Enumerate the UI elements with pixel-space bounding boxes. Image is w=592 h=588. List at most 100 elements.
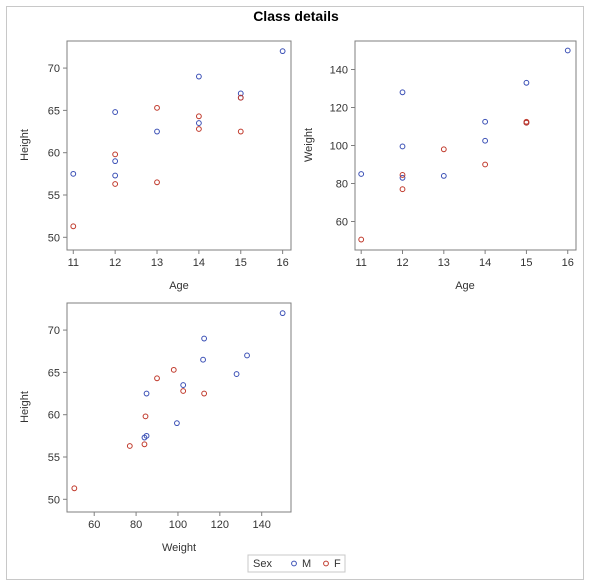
x-tick-label: 13 bbox=[151, 257, 163, 269]
point-F bbox=[142, 413, 149, 420]
point-M bbox=[440, 173, 447, 179]
point-F bbox=[399, 172, 406, 178]
x-axis-title: Age bbox=[455, 280, 475, 292]
scatter-panel-1: 11 12 13 14 15 16 50 55 60 65 70 Age Height bbox=[19, 40, 292, 292]
point-M bbox=[244, 352, 250, 359]
point-M bbox=[154, 128, 160, 135]
x-tick-label: 14 bbox=[479, 257, 491, 269]
point-F bbox=[237, 94, 244, 101]
point-F bbox=[126, 443, 133, 449]
point-M bbox=[233, 371, 240, 377]
x-tick-label: 100 bbox=[169, 519, 187, 531]
y-axis-title: Height bbox=[19, 391, 31, 423]
figure-frame bbox=[6, 6, 584, 580]
x-axis-title: Weight bbox=[162, 542, 196, 554]
point-M bbox=[399, 143, 406, 150]
point-M bbox=[279, 310, 286, 317]
point-F bbox=[170, 366, 177, 373]
y-tick-label: 50 bbox=[48, 494, 60, 506]
y-tick-label: 65 bbox=[48, 105, 60, 117]
y-tick-label: 100 bbox=[330, 141, 348, 153]
point-F bbox=[154, 179, 160, 186]
legend-label-M: M bbox=[302, 558, 311, 570]
point-F bbox=[70, 223, 77, 230]
plot-area-frame bbox=[66, 40, 292, 251]
y-tick-label: 60 bbox=[336, 217, 348, 229]
x-axis-title: Age bbox=[169, 280, 189, 292]
y-tick-label: 70 bbox=[48, 63, 60, 75]
point-M bbox=[70, 170, 77, 177]
point-M bbox=[279, 48, 286, 55]
figure-title: Class details bbox=[253, 8, 339, 24]
x-tick-label: 11 bbox=[355, 257, 366, 269]
legend-marker-F bbox=[323, 560, 329, 567]
point-M bbox=[174, 420, 180, 427]
point-M bbox=[237, 90, 244, 97]
point-F bbox=[112, 151, 119, 158]
x-tick-label: 120 bbox=[211, 519, 229, 531]
point-F bbox=[358, 236, 365, 243]
y-tick-label: 120 bbox=[330, 103, 348, 115]
y-tick-label: 55 bbox=[48, 452, 60, 464]
x-tick-label: 12 bbox=[109, 257, 121, 269]
x-tick-label: 140 bbox=[253, 519, 271, 531]
point-M bbox=[180, 382, 187, 388]
point-M bbox=[112, 109, 119, 115]
point-M bbox=[523, 79, 530, 86]
plot-area-frame bbox=[354, 40, 577, 251]
point-M bbox=[482, 137, 489, 144]
point-M bbox=[143, 390, 150, 397]
y-tick-label: 60 bbox=[48, 148, 60, 160]
y-tick-label: 50 bbox=[48, 232, 60, 244]
y-axis-title: Height bbox=[19, 129, 31, 161]
point-M bbox=[112, 158, 119, 165]
point-F bbox=[195, 126, 202, 132]
point-F bbox=[201, 390, 208, 397]
point-M bbox=[195, 120, 202, 126]
x-tick-label: 15 bbox=[235, 257, 247, 269]
point-F bbox=[180, 388, 187, 394]
y-tick-label: 80 bbox=[336, 179, 348, 191]
scatter-panel-3: 60 80 100 120 140 50 55 60 65 70 Weight Height bbox=[19, 302, 292, 554]
point-F bbox=[112, 181, 119, 187]
point-M bbox=[200, 356, 206, 363]
legend-marker-M bbox=[291, 560, 297, 567]
point-F bbox=[71, 485, 78, 492]
point-F bbox=[523, 119, 530, 126]
x-tick-label: 11 bbox=[68, 257, 79, 269]
point-F bbox=[237, 128, 244, 135]
scatter-panel-2: 11 12 13 14 15 16 60 80 100 120 140 Age Weight bbox=[303, 40, 577, 292]
plot-area-frame bbox=[66, 302, 292, 513]
x-tick-label: 15 bbox=[520, 257, 532, 269]
y-tick-label: 70 bbox=[48, 325, 60, 337]
point-F bbox=[154, 104, 160, 111]
y-axis-title: Weight bbox=[303, 128, 315, 162]
point-M bbox=[195, 73, 202, 80]
y-tick-label: 55 bbox=[48, 190, 60, 202]
point-F bbox=[154, 375, 160, 382]
point-M bbox=[201, 335, 208, 342]
point-M bbox=[399, 89, 406, 96]
x-tick-label: 16 bbox=[277, 257, 289, 269]
point-M bbox=[564, 47, 571, 54]
x-tick-label: 13 bbox=[438, 257, 450, 269]
point-F bbox=[399, 186, 406, 193]
point-F bbox=[482, 161, 489, 168]
x-tick-label: 16 bbox=[562, 257, 574, 269]
y-tick-label: 60 bbox=[48, 410, 60, 422]
legend: Sex M F bbox=[247, 554, 346, 573]
point-F bbox=[195, 113, 202, 120]
legend-title: Sex bbox=[253, 558, 272, 570]
y-tick-label: 65 bbox=[48, 367, 60, 379]
point-M bbox=[112, 172, 119, 179]
point-M bbox=[482, 118, 489, 125]
x-tick-label: 60 bbox=[88, 519, 100, 531]
x-tick-label: 80 bbox=[130, 519, 142, 531]
point-F bbox=[440, 146, 447, 153]
legend-label-F: F bbox=[334, 558, 341, 570]
x-tick-label: 14 bbox=[193, 257, 205, 269]
x-tick-label: 12 bbox=[396, 257, 408, 269]
point-M bbox=[399, 174, 406, 181]
point-F bbox=[141, 441, 148, 448]
